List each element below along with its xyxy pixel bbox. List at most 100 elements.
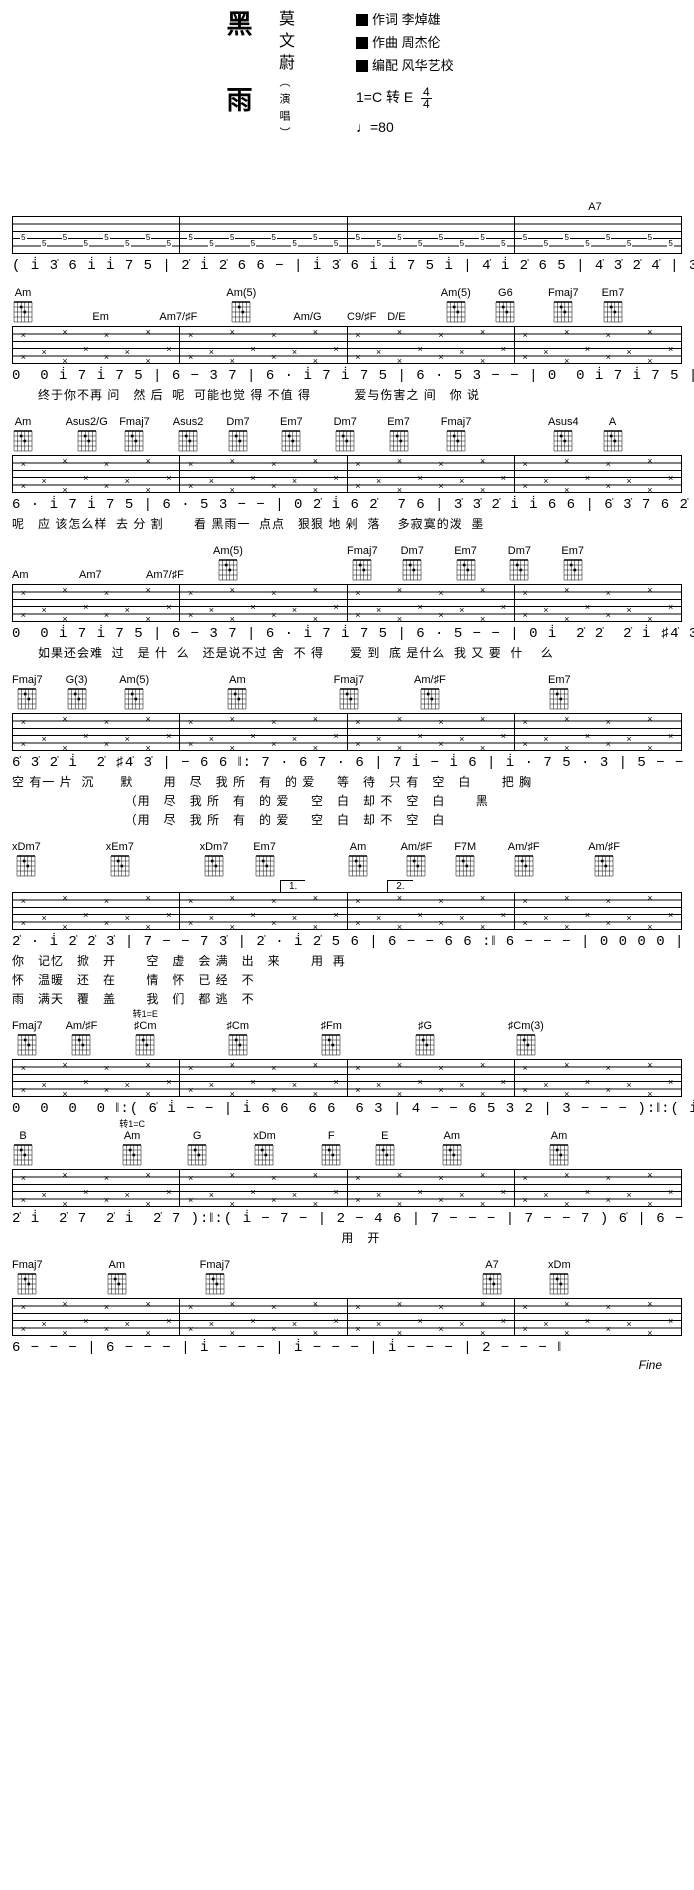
fine-marker: Fine — [12, 1358, 662, 1372]
tab-staff: ××××××××××××××××××××××××××××××××××××××××… — [12, 1298, 682, 1336]
bullet-icon — [356, 60, 368, 72]
chord-label: Dm7 — [508, 545, 531, 582]
volta-row: 1.2. — [12, 880, 682, 892]
chord-label: xDm7 — [12, 841, 41, 878]
jianpu-notation: 0 0 i̇ 7 i̇ 7 5 | 6 − 3 7 | 6 · i̇ 7 i̇ … — [12, 626, 682, 642]
music-system: AmAsus2/GFmaj7Asus2Dm7Em7Dm7Em7Fmaj7Asus… — [12, 411, 682, 532]
chord-label: Am/♯F — [66, 1020, 98, 1057]
chord-label: G(3) — [66, 674, 88, 711]
jianpu-notation: ( i̇ 3̇ 6 i̇ i̇ 7 5 | 2̇ i̇ 2̇ 6 6 − | i… — [12, 258, 682, 274]
music-system: B转1=CAmGxDmFEAmAm×××××××××××××××××××××××… — [12, 1125, 682, 1246]
chord-label: Am — [347, 841, 369, 878]
music-system: AmEmAm7/♯FAm(5)Am/GC9/♯FD/EAm(5)G6Fmaj7E… — [12, 282, 682, 403]
chord-label: G — [186, 1130, 208, 1167]
chord-label: Am(5) — [119, 674, 149, 711]
chord-label: Fmaj7 — [334, 674, 365, 711]
chord-row: Fmaj7 G(3) Am(5) Am Fmaj7 Am/♯F Em7 — [12, 669, 682, 711]
tab-staff: ××××××××××××××××××××××××××××××××××××××××… — [12, 1169, 682, 1207]
lyric-line: 用 开 — [12, 1229, 682, 1246]
music-system: xDm7xEm7xDm7Em7AmAm/♯FF7MAm/♯FAm/♯F1.2.×… — [12, 836, 682, 1007]
chord-label: ♯Fm — [320, 1020, 342, 1057]
lyric-line: 你 记忆 掀 开 空 虚 会 满 出 来 用 再 — [12, 952, 682, 969]
chord-label: C9/♯F — [347, 311, 376, 324]
chord-label: D/E — [387, 311, 405, 324]
chord-label: Dm7 — [401, 545, 424, 582]
lyric-line: 呢 应 该怎么样 去 分 割 看 黑雨一 点点 狠狠 地 剁 落 多寂寞的泼 墨 — [12, 515, 682, 532]
chord-row: Fmaj7 Am Fmaj7 A7 xDm — [12, 1254, 682, 1296]
chord-label: Am7/♯F — [159, 311, 197, 324]
chord-label: Am/♯F — [508, 841, 540, 878]
chord-label: Em7 — [280, 416, 303, 453]
music-system: Am Am7 Am7/♯F Am(5) Fmaj7 Dm7 Em7 Dm7 Em7×××××××… — [12, 540, 682, 661]
arranger-row: 编配 风华艺校 — [356, 56, 454, 77]
chord-row: A7 — [12, 172, 682, 214]
chord-label: Am/♯F — [401, 841, 433, 878]
chord-label: Dm7 — [334, 416, 357, 453]
chord-label: Am(5) — [213, 545, 243, 582]
chord-label: A7 — [481, 1259, 503, 1296]
key-signature: 1=C 转 E 4 4 — [356, 86, 454, 110]
chord-label: xDm — [548, 1259, 571, 1296]
chord-label: F7M — [454, 841, 476, 878]
chord-label: Fmaj7 — [12, 1259, 43, 1296]
chord-label: Am/♯F — [588, 841, 620, 878]
lyric-line: 空 有一 片 沉 默 用 尽 我 所 有 的 爱 等 待 只 有 空 白 把 胸 — [12, 773, 682, 790]
lyric-line: 终于你不再 问 然 后 呢 可能也觉 得 不值 得 爱与伤害之 间 你 说 — [12, 386, 682, 403]
chord-label: Em7 — [454, 545, 477, 582]
chord-label: xDm — [253, 1130, 276, 1167]
music-system: A755555555555555555555555555555555( i̇ 3… — [12, 172, 682, 274]
chord-label: ♯G — [414, 1020, 436, 1057]
lyric-line: 如果还会难 过 是 什 么 还是说不过 舍 不 得 爱 到 底 是什么 我 又 … — [12, 644, 682, 661]
chord-label: Am — [12, 416, 34, 453]
artist-name: 莫文蔚（演唱） — [272, 10, 296, 144]
chord-label: Fmaj7 — [347, 545, 378, 582]
chord-label: Em — [92, 311, 109, 324]
jianpu-notation: 6̇ 3̇ 2̇ i̇ 2̇ ♯4̇ 3̇ | − 6 6 ‖: 7 · 6 7… — [12, 755, 682, 771]
chord-label: B — [12, 1130, 34, 1167]
chord-label: Asus4 — [548, 416, 579, 453]
jianpu-notation: 6 · i̇ 7 i̇ 7 5 | 6 · 5 3 − − | 0 2̇ i̇ … — [12, 497, 682, 513]
bullet-icon — [356, 14, 368, 26]
chord-label: Fmaj7 — [12, 1020, 43, 1057]
chord-label: Asus2/G — [66, 416, 108, 453]
jianpu-notation: 0 0 0 0 ‖:( 6̇ i̇ − − | i̇ 6 6 6 6 6 3 |… — [12, 1101, 682, 1117]
chord-label: Am — [226, 674, 248, 711]
jianpu-notation: 2̇ · i̇ 2̇ 2̇ 3̇ | 7 − − 7 3̇ | 2̇ · i̇ … — [12, 934, 682, 950]
tempo: ♩=80 — [356, 116, 454, 138]
chord-label: Fmaj7 — [12, 674, 43, 711]
music-system: Fmaj7 Am Fmaj7 A7 xDm×××××××××××××××××××××××… — [12, 1254, 682, 1372]
chord-label: Em7 — [387, 416, 410, 453]
chord-label: Am — [12, 569, 29, 582]
song-title: 黑 雨 — [220, 10, 257, 144]
chord-label: Em7 — [561, 545, 584, 582]
chord-label: Dm7 — [226, 416, 249, 453]
bullet-icon — [356, 37, 368, 49]
chord-label: Am(5) — [226, 287, 256, 324]
tab-staff: ××××××××××××××××××××××××××××××××××××××××… — [12, 584, 682, 622]
chord-label: Em7 — [548, 674, 571, 711]
chord-row: AmEmAm7/♯FAm(5)Am/GC9/♯FD/EAm(5)G6Fmaj7E… — [12, 282, 682, 324]
music-system: Fmaj7Am/♯F转1=E♯Cm♯Cm♯Fm♯G♯Cm(3)×××××××××… — [12, 1015, 682, 1117]
chord-label: Em7 — [602, 287, 625, 324]
chord-label: Am — [12, 287, 34, 324]
chord-label: Am — [106, 1259, 128, 1296]
chord-row: AmAsus2/GFmaj7Asus2Dm7Em7Dm7Em7Fmaj7Asus… — [12, 411, 682, 453]
chord-label: A7 — [588, 201, 601, 214]
chord-label: Am/♯F — [414, 674, 446, 711]
chord-label: Am7/♯F — [146, 569, 184, 582]
chord-label: Am — [548, 1130, 570, 1167]
chord-label: Asus2 — [173, 416, 204, 453]
chord-label: Am7 — [79, 569, 102, 582]
chord-label: Am — [441, 1130, 463, 1167]
chord-label: F — [320, 1130, 342, 1167]
chord-label: ♯Cm — [226, 1020, 249, 1057]
chord-label: xDm7 — [200, 841, 229, 878]
chord-row: B转1=CAmGxDmFEAmAm — [12, 1125, 682, 1167]
chord-label: 转1=CAm — [119, 1117, 145, 1167]
lyric-line: 怀 温暖 还 在 情 怀 已 经 不 — [12, 971, 682, 988]
chord-label: Fmaj7 — [119, 416, 150, 453]
chord-label: Fmaj7 — [200, 1259, 231, 1296]
tab-staff: ××××××××××××××××××××××××××××××××××××××××… — [12, 455, 682, 493]
lyricist-row: 作词 李焯雄 — [356, 10, 454, 31]
jianpu-notation: 6 − − − | 6 − − − | i̇ − − − | i̇ − − − … — [12, 1340, 682, 1356]
